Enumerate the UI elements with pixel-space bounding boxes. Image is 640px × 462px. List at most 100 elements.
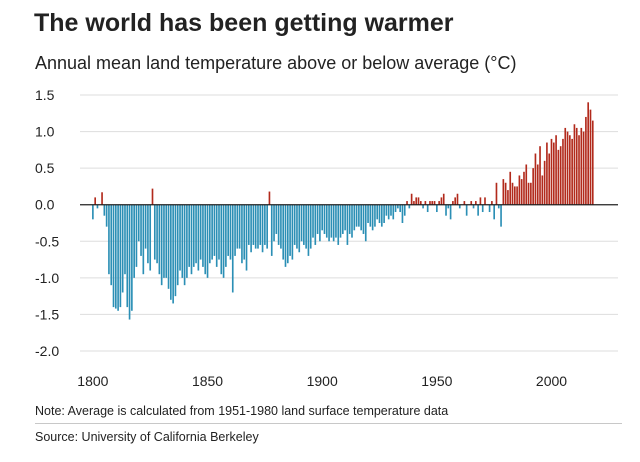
temperature-bar bbox=[103, 204, 106, 216]
temperature-bar bbox=[585, 116, 587, 205]
temperature-bar bbox=[108, 204, 110, 275]
temperature-bar bbox=[527, 182, 530, 205]
temperature-bar bbox=[335, 204, 337, 238]
temperature-bar bbox=[417, 197, 420, 205]
y-tick-label: 0.5 bbox=[35, 160, 55, 176]
temperature-bar bbox=[362, 204, 365, 234]
temperature-bar bbox=[319, 204, 321, 242]
temperature-bar bbox=[511, 182, 514, 205]
temperature-bar-chart: 1.5 1.0 0.5 0.0 -0.5 -1.0 -1.5 -2.0 1800 1850 190… bbox=[35, 87, 618, 389]
temperature-bar bbox=[261, 204, 264, 253]
temperature-bar bbox=[268, 191, 271, 205]
temperature-bar bbox=[452, 201, 454, 205]
temperature-bar bbox=[160, 204, 163, 286]
temperature-bar bbox=[105, 204, 108, 227]
temperature-bar bbox=[296, 204, 298, 249]
chart-subtitle: Annual mean land temperature above or be… bbox=[35, 53, 517, 73]
temperature-bar bbox=[495, 182, 498, 205]
temperature-bar bbox=[167, 204, 170, 289]
temperature-bar bbox=[188, 204, 191, 267]
temperature-bar bbox=[575, 127, 578, 205]
temperature-bar bbox=[559, 146, 562, 205]
temperature-bar bbox=[353, 204, 356, 231]
temperature-bar bbox=[481, 204, 484, 213]
temperature-bar bbox=[440, 197, 443, 205]
temperature-bar bbox=[277, 204, 280, 245]
temperature-bar bbox=[273, 204, 275, 242]
temperature-bar bbox=[218, 204, 220, 260]
temperature-bar bbox=[195, 204, 197, 264]
temperature-bar bbox=[344, 204, 346, 231]
temperature-bar bbox=[426, 204, 429, 213]
temperature-bar bbox=[124, 204, 126, 275]
temperature-bar bbox=[94, 197, 96, 205]
temperature-bar bbox=[243, 204, 246, 260]
temperature-bar bbox=[259, 204, 262, 245]
temperature-bar bbox=[387, 204, 390, 220]
temperature-bar bbox=[376, 204, 379, 220]
temperature-bar bbox=[358, 204, 360, 227]
temperature-bar bbox=[112, 204, 115, 308]
temperature-bar bbox=[456, 193, 459, 205]
temperature-bar bbox=[523, 171, 525, 205]
temperature-bar bbox=[126, 204, 129, 308]
temperature-bar bbox=[183, 204, 186, 286]
temperature-bar bbox=[374, 204, 376, 227]
temperature-bar bbox=[410, 193, 413, 205]
temperature-bar bbox=[211, 204, 213, 260]
temperature-bar bbox=[101, 192, 103, 205]
temperature-bar bbox=[206, 204, 209, 278]
y-tick-label: -0.5 bbox=[35, 233, 59, 249]
temperature-bar bbox=[151, 188, 154, 205]
temperature-bar bbox=[422, 204, 424, 209]
temperature-bar bbox=[371, 204, 374, 231]
temperature-bar bbox=[92, 204, 94, 220]
temperature-bar bbox=[394, 204, 397, 213]
temperature-bar bbox=[209, 204, 211, 264]
temperature-bar bbox=[385, 204, 388, 216]
temperature-bar bbox=[250, 204, 252, 253]
temperature-bar bbox=[137, 204, 140, 242]
y-tick-label: -1.5 bbox=[35, 306, 59, 322]
footer-note: Note: Average is calculated from 1951-19… bbox=[35, 404, 449, 418]
temperature-bar bbox=[131, 204, 133, 311]
temperature-bar bbox=[225, 204, 227, 267]
y-tick-label: -2.0 bbox=[35, 343, 59, 359]
temperature-bar bbox=[543, 160, 546, 205]
temperature-bar bbox=[580, 127, 583, 205]
temperature-bar bbox=[436, 204, 438, 213]
temperature-bar bbox=[293, 204, 296, 245]
temperature-bar bbox=[300, 204, 303, 242]
temperature-bar bbox=[399, 204, 401, 213]
temperature-bar bbox=[135, 204, 138, 267]
temperature-bar bbox=[433, 201, 436, 205]
temperature-bar bbox=[566, 131, 569, 205]
temperature-bar bbox=[431, 201, 434, 205]
temperature-bar bbox=[309, 204, 312, 249]
temperature-bar bbox=[380, 204, 383, 227]
temperature-bar bbox=[114, 204, 117, 309]
temperature-bar bbox=[227, 204, 229, 256]
temperature-bar bbox=[110, 204, 113, 286]
temperature-bar bbox=[445, 204, 447, 216]
temperature-bar bbox=[128, 204, 131, 320]
temperature-bar bbox=[245, 204, 248, 271]
gridlines bbox=[80, 94, 618, 352]
temperature-bar bbox=[516, 186, 518, 205]
x-tick-label: 1950 bbox=[421, 373, 452, 389]
temperature-bar bbox=[582, 131, 585, 205]
temperature-bar bbox=[509, 171, 512, 205]
footer-divider bbox=[35, 423, 622, 424]
temperature-bar bbox=[133, 204, 135, 278]
temperature-bar bbox=[170, 204, 172, 300]
temperature-bar bbox=[186, 204, 188, 278]
temperature-bar bbox=[390, 204, 392, 216]
temperature-bar bbox=[351, 204, 353, 238]
temperature-bar bbox=[534, 153, 537, 205]
temperature-bar bbox=[504, 182, 507, 205]
temperature-bar bbox=[337, 204, 340, 245]
temperature-bar bbox=[229, 204, 232, 260]
x-tick-label: 1800 bbox=[77, 373, 108, 389]
temperature-bar bbox=[546, 142, 548, 205]
temperature-bars bbox=[92, 102, 594, 320]
